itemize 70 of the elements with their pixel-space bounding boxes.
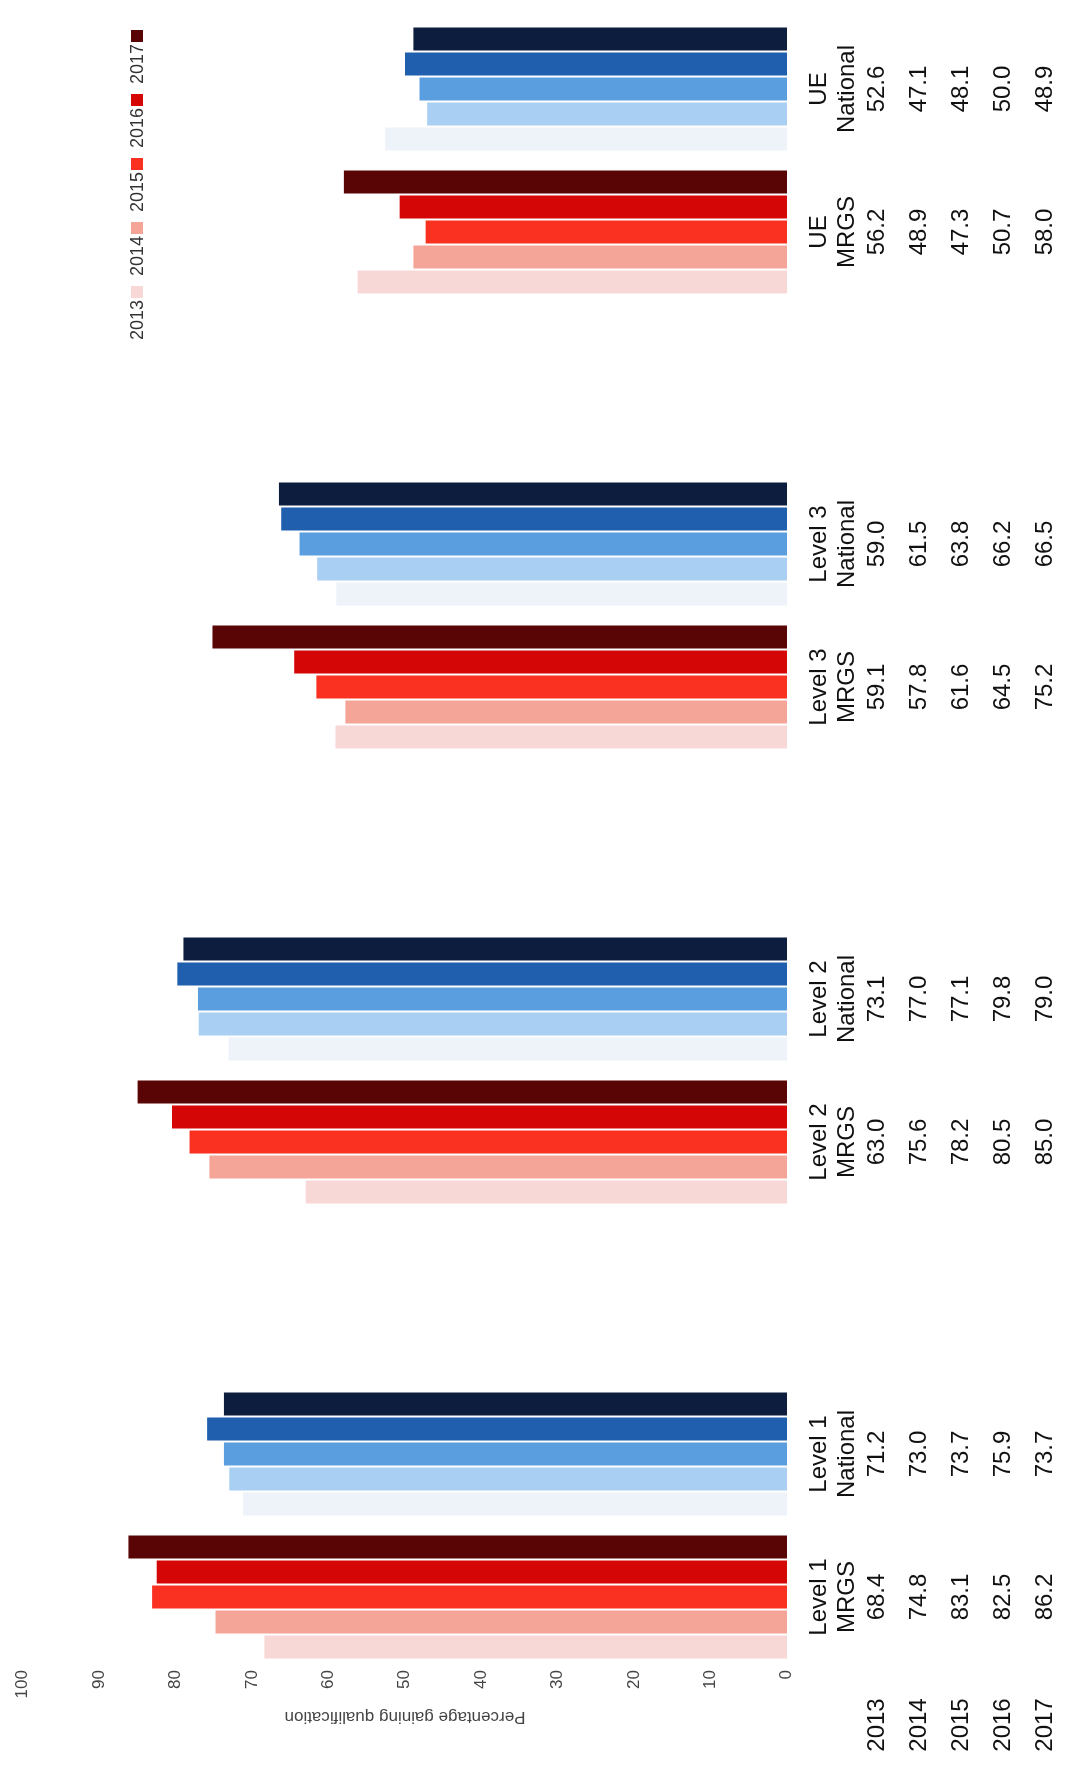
data-label: 79.0 — [1030, 975, 1057, 1023]
data-label: 48.9 — [1030, 65, 1057, 113]
x-tick-label: 100 — [12, 1670, 32, 1699]
data-label: 48.1 — [946, 65, 973, 113]
data-label: 78.2 — [946, 1118, 973, 1166]
data-label: 80.5 — [988, 1118, 1015, 1166]
data-label: 73.0 — [904, 1430, 931, 1478]
data-label: 75.6 — [904, 1118, 931, 1166]
data-label: 63.8 — [946, 520, 973, 568]
text: 2013 — [862, 1698, 889, 1752]
data-label: 61.6 — [946, 663, 973, 711]
legend-label: 2013 — [126, 299, 147, 340]
data-label: 59.0 — [862, 520, 889, 568]
x-tick-label: 90 — [88, 1670, 108, 1689]
data-label: 73.1 — [862, 975, 889, 1023]
data-label: 66.2 — [988, 520, 1015, 568]
x-tick-label: 30 — [547, 1670, 567, 1689]
data-label: 74.8 — [904, 1573, 931, 1621]
data-label: 50.7 — [988, 208, 1015, 256]
data-label: 73.7 — [1030, 1430, 1057, 1478]
x-tick-label: 0 — [776, 1670, 796, 1680]
text: 2015 — [946, 1698, 973, 1752]
data-label: 75.2 — [1030, 663, 1057, 711]
text: 2017 — [1030, 1698, 1057, 1752]
y-tick-label: Level 1 MRGS — [804, 1558, 859, 1636]
data-label: 73.7 — [946, 1430, 973, 1478]
data-label: 56.2 — [862, 208, 889, 256]
text: 2016 — [988, 1698, 1015, 1752]
y-tick-label: UE National — [804, 44, 859, 134]
data-label: 61.5 — [904, 520, 931, 568]
legend-label: 2014 — [126, 235, 147, 276]
y-tick-label: Level 1 National — [804, 1409, 859, 1499]
data-label: 82.5 — [988, 1573, 1015, 1621]
legend-label: 2016 — [126, 107, 147, 148]
x-tick-label: 50 — [394, 1670, 414, 1689]
data-label: 58.0 — [1030, 208, 1057, 256]
data-label: 71.2 — [862, 1430, 889, 1478]
data-label: 85.0 — [1030, 1118, 1057, 1166]
data-label: 86.2 — [1030, 1573, 1057, 1621]
data-label: 57.8 — [904, 663, 931, 711]
x-tick-label: 10 — [700, 1670, 720, 1689]
data-label: 77.1 — [946, 975, 973, 1023]
legend-label: 2015 — [126, 171, 147, 212]
data-label: 59.1 — [862, 663, 889, 711]
y-tick-label: UE MRGS — [804, 196, 859, 268]
data-label: 66.5 — [1030, 520, 1057, 568]
x-tick-label: 80 — [165, 1670, 185, 1689]
data-label: 47.1 — [904, 65, 931, 113]
legend-label: 2017 — [126, 43, 147, 84]
y-tick-label: Level 2 MRGS — [804, 1103, 859, 1181]
x-axis-title: Percentage gaining qualification — [284, 1707, 526, 1727]
data-label: 47.3 — [946, 208, 973, 256]
data-label: 79.8 — [988, 975, 1015, 1023]
data-label: 75.9 — [988, 1430, 1015, 1478]
data-label: 83.1 — [946, 1573, 973, 1621]
y-tick-label: Level 2 National — [804, 954, 859, 1044]
data-label: 68.4 — [862, 1573, 889, 1621]
y-tick-label: Level 3 National — [804, 499, 859, 589]
data-label: 64.5 — [988, 663, 1015, 711]
x-tick-label: 20 — [623, 1670, 643, 1689]
data-label: 63.0 — [862, 1118, 889, 1166]
data-label: 48.9 — [904, 208, 931, 256]
x-tick-label: 40 — [470, 1670, 490, 1689]
x-tick-label: 60 — [318, 1670, 338, 1689]
data-label: 77.0 — [904, 975, 931, 1023]
text: 2014 — [904, 1698, 931, 1752]
x-tick-label: 70 — [241, 1670, 261, 1689]
data-label: 50.0 — [988, 65, 1015, 113]
y-tick-label: Level 3 MRGS — [804, 648, 859, 726]
data-label: 52.6 — [862, 65, 889, 113]
